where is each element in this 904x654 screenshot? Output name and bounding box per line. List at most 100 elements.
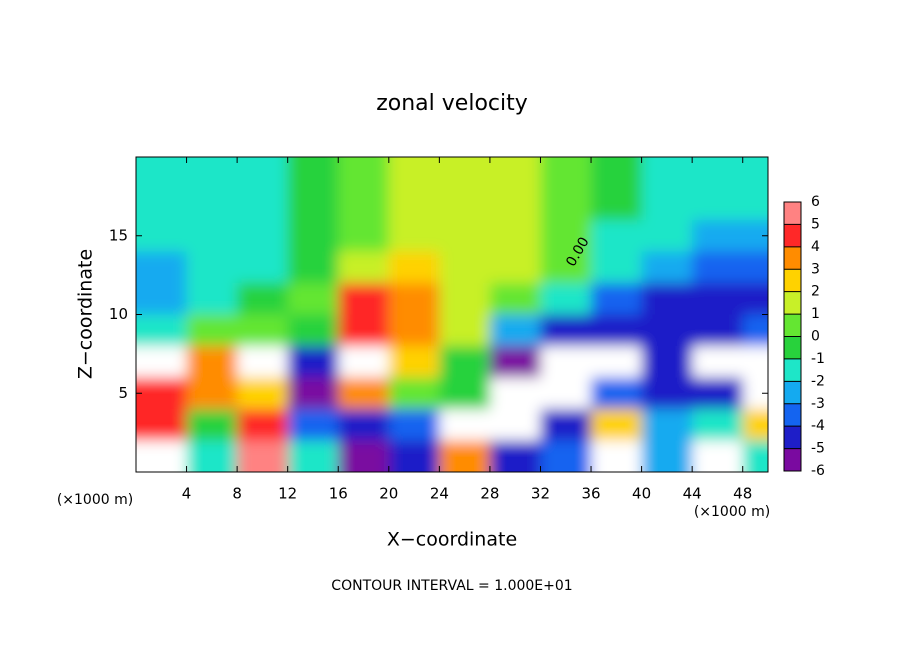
heat-cell <box>186 220 239 253</box>
colorbar-swatch <box>784 246 801 270</box>
heat-cell <box>591 409 643 442</box>
x-unit-left: (×1000 m) <box>57 492 133 508</box>
heat-cell <box>540 314 593 347</box>
heat-cell <box>439 409 491 442</box>
heat-cell <box>742 283 768 316</box>
heat-cell <box>136 409 188 442</box>
heat-cell <box>540 409 593 442</box>
y-tick-label: 5 <box>118 384 128 402</box>
heat-cell <box>742 314 768 347</box>
heat-cell <box>338 346 390 379</box>
heat-cell <box>287 220 340 253</box>
heat-cell <box>540 251 593 284</box>
heat-cell <box>338 157 390 190</box>
x-tick-label: 4 <box>182 485 192 503</box>
heat-cell <box>136 377 188 410</box>
heat-cell <box>591 377 643 410</box>
colorbar-label: 3 <box>811 261 820 277</box>
heat-cell <box>439 157 491 190</box>
heat-cell <box>287 188 340 221</box>
heat-cell <box>237 188 289 221</box>
colorbar-swatch <box>784 448 801 471</box>
heat-cell <box>641 251 694 284</box>
heat-cell <box>591 283 643 316</box>
colorbar-swatch <box>784 314 801 337</box>
heat-cell <box>489 251 542 284</box>
heat-cell <box>489 314 542 347</box>
colorbar-swatch <box>784 403 801 427</box>
heat-cell <box>641 314 694 347</box>
heat-cell <box>237 220 289 253</box>
heat-cell <box>591 314 643 347</box>
heat-cell <box>641 157 694 190</box>
heat-cell <box>237 251 289 284</box>
heat-cell <box>742 251 768 284</box>
heat-cell <box>591 220 643 253</box>
heat-cell <box>338 440 390 472</box>
heat-cell <box>136 188 188 221</box>
heat-cell <box>742 188 768 221</box>
heat-cell <box>692 377 744 410</box>
heat-cell <box>641 377 694 410</box>
heat-cell <box>489 377 542 410</box>
heat-cell <box>692 188 744 221</box>
heat-cell <box>388 188 441 221</box>
heat-cell <box>338 283 390 316</box>
heat-cell <box>540 157 593 190</box>
heat-cell <box>338 188 390 221</box>
heat-cell <box>388 409 441 442</box>
colorbar-label: -2 <box>811 373 825 389</box>
heat-cell <box>641 220 694 253</box>
x-tick-label: 16 <box>329 485 348 503</box>
x-axis-label: X−coordinate <box>387 529 517 551</box>
heat-cell <box>742 220 768 253</box>
heat-cell <box>439 346 491 379</box>
heat-cell <box>136 346 188 379</box>
heat-cell <box>338 314 390 347</box>
heat-cell <box>388 251 441 284</box>
colorbar-swatch <box>784 224 801 247</box>
heat-cell <box>186 346 239 379</box>
heat-cell <box>591 251 643 284</box>
heat-cell <box>439 377 491 410</box>
x-tick-label: 20 <box>379 485 398 503</box>
heat-cell <box>742 377 768 410</box>
x-tick-label: 12 <box>278 485 297 503</box>
heat-cell <box>287 409 340 442</box>
colorbar-swatch <box>784 202 801 225</box>
plot-area <box>136 157 768 472</box>
heat-cell <box>287 314 340 347</box>
heat-cell <box>439 440 491 472</box>
colorbar-label: -5 <box>811 441 825 457</box>
heat-cell <box>136 251 188 284</box>
heat-cell <box>591 440 643 472</box>
colorbar-label: -4 <box>811 418 825 434</box>
heat-cell <box>338 220 390 253</box>
x-unit-right: (×1000 m) <box>694 504 770 520</box>
heat-cell <box>489 188 542 221</box>
heat-cell <box>237 409 289 442</box>
colorbar-label: 1 <box>811 306 820 322</box>
heat-cell <box>692 409 744 442</box>
heat-cell <box>692 346 744 379</box>
heat-cell <box>489 220 542 253</box>
colorbar-label: -3 <box>811 396 825 412</box>
colorbar-swatch <box>784 381 801 404</box>
x-tick-label: 44 <box>683 485 702 503</box>
heat-cell <box>439 188 491 221</box>
colorbar-swatch <box>784 426 801 449</box>
heat-cell <box>540 283 593 316</box>
heat-cell <box>439 251 491 284</box>
heat-cell <box>287 377 340 410</box>
heat-cell <box>186 157 239 190</box>
colorbar-label: 2 <box>811 284 820 300</box>
heat-cell <box>287 251 340 284</box>
heat-cell <box>489 283 542 316</box>
y-axis-label: Z−coordinate <box>75 249 97 379</box>
heat-cell <box>489 346 542 379</box>
y-tick-label: 10 <box>109 305 128 323</box>
heat-cell <box>287 346 340 379</box>
heat-cell <box>338 409 390 442</box>
heat-cell <box>439 283 491 316</box>
